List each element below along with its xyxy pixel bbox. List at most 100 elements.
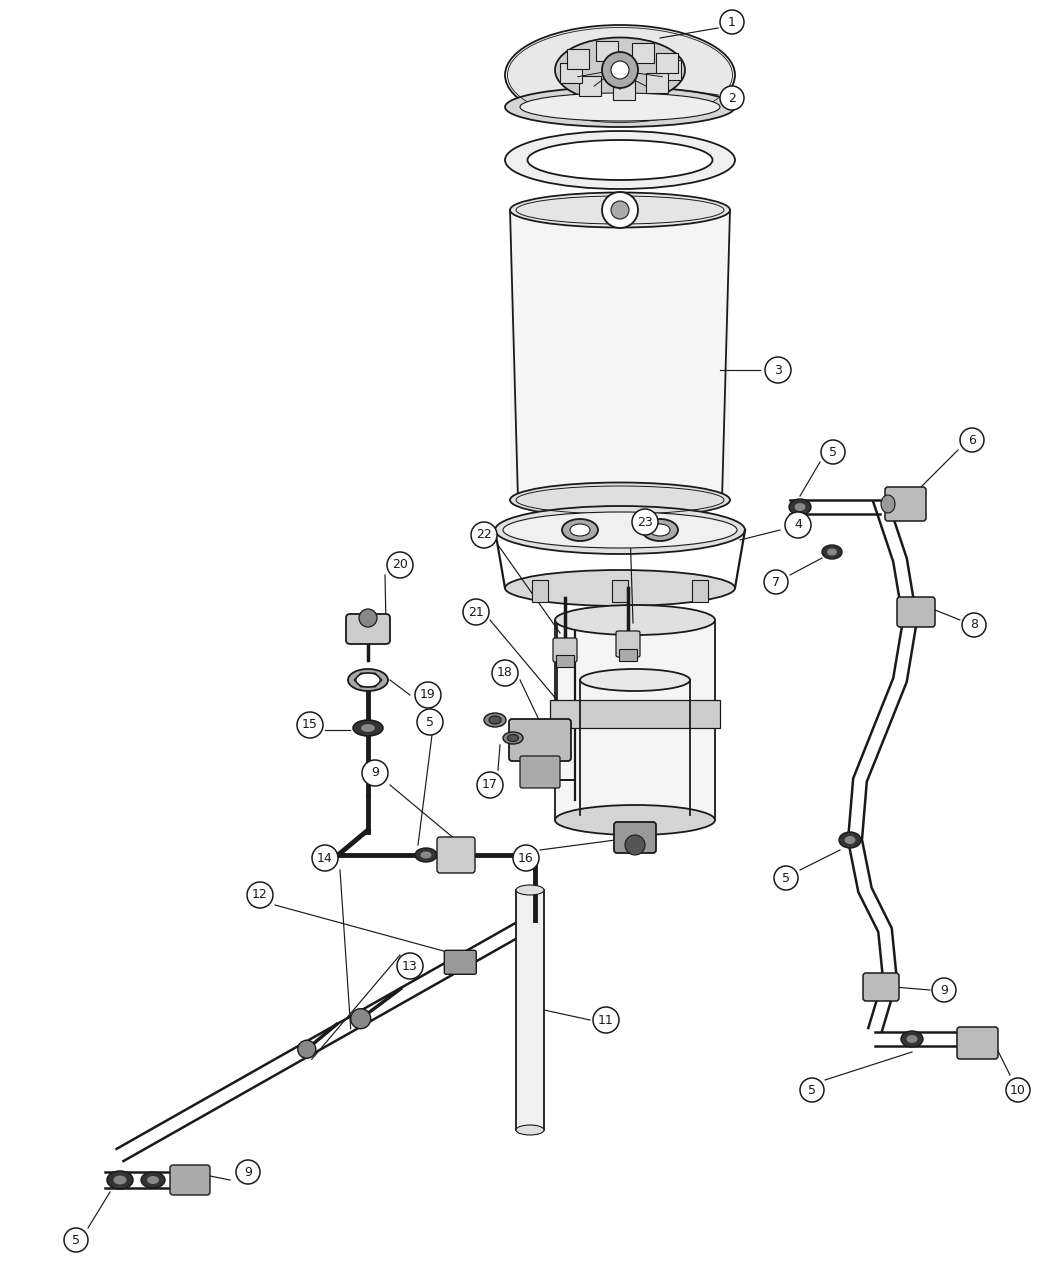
Ellipse shape <box>484 713 506 727</box>
Ellipse shape <box>113 1176 126 1184</box>
Ellipse shape <box>415 848 437 862</box>
Text: 2: 2 <box>728 92 736 105</box>
Ellipse shape <box>580 669 690 691</box>
Text: 17: 17 <box>482 779 498 792</box>
Text: 13: 13 <box>402 960 418 973</box>
FancyBboxPatch shape <box>616 631 640 657</box>
Circle shape <box>387 552 413 578</box>
Circle shape <box>602 52 638 88</box>
Text: 11: 11 <box>598 1014 614 1026</box>
Circle shape <box>1006 1077 1030 1102</box>
Ellipse shape <box>505 570 735 606</box>
Ellipse shape <box>356 673 380 687</box>
Ellipse shape <box>503 513 737 548</box>
Text: 18: 18 <box>497 667 513 680</box>
Circle shape <box>312 845 338 871</box>
Bar <box>532 580 548 602</box>
Text: 1: 1 <box>728 15 736 28</box>
Circle shape <box>932 978 956 1002</box>
Circle shape <box>785 513 811 538</box>
Circle shape <box>64 1228 88 1252</box>
Text: 19: 19 <box>420 688 436 701</box>
Circle shape <box>236 1160 260 1184</box>
Circle shape <box>397 952 423 979</box>
Ellipse shape <box>555 37 685 102</box>
Circle shape <box>821 440 845 464</box>
Bar <box>550 700 720 728</box>
Ellipse shape <box>650 524 670 536</box>
FancyBboxPatch shape <box>596 41 618 61</box>
Circle shape <box>298 1040 316 1058</box>
Circle shape <box>359 609 377 627</box>
Text: 14: 14 <box>317 852 333 864</box>
FancyBboxPatch shape <box>613 79 635 99</box>
Text: 9: 9 <box>244 1165 252 1178</box>
FancyBboxPatch shape <box>579 75 601 96</box>
Text: 20: 20 <box>392 558 408 571</box>
Circle shape <box>362 760 388 785</box>
Ellipse shape <box>510 193 730 227</box>
Ellipse shape <box>901 1031 923 1047</box>
Circle shape <box>602 193 638 228</box>
Circle shape <box>764 570 788 594</box>
Ellipse shape <box>505 87 735 128</box>
Text: 5: 5 <box>72 1233 80 1247</box>
Text: 15: 15 <box>302 719 318 732</box>
Circle shape <box>632 509 658 536</box>
Ellipse shape <box>839 833 861 848</box>
Ellipse shape <box>147 1176 159 1184</box>
Text: 6: 6 <box>968 434 975 446</box>
Ellipse shape <box>489 717 501 724</box>
Circle shape <box>765 357 791 382</box>
Text: 5: 5 <box>808 1084 816 1096</box>
Ellipse shape <box>795 504 805 511</box>
Text: 12: 12 <box>252 889 268 901</box>
FancyBboxPatch shape <box>863 973 899 1001</box>
Bar <box>692 580 708 602</box>
Circle shape <box>960 428 984 453</box>
Ellipse shape <box>844 836 856 844</box>
Circle shape <box>625 835 645 856</box>
Circle shape <box>962 613 986 638</box>
Text: 9: 9 <box>371 766 379 779</box>
FancyBboxPatch shape <box>346 615 390 644</box>
Ellipse shape <box>503 732 523 745</box>
Circle shape <box>720 85 744 110</box>
Text: 5: 5 <box>830 445 837 459</box>
Text: 16: 16 <box>518 852 533 864</box>
Circle shape <box>774 866 798 890</box>
Text: 10: 10 <box>1010 1084 1026 1096</box>
FancyBboxPatch shape <box>567 50 589 69</box>
Text: 21: 21 <box>468 606 484 618</box>
Ellipse shape <box>507 734 519 742</box>
Ellipse shape <box>570 524 590 536</box>
Ellipse shape <box>827 548 837 556</box>
FancyBboxPatch shape <box>659 60 681 80</box>
Text: 23: 23 <box>637 515 653 529</box>
FancyBboxPatch shape <box>632 42 654 62</box>
Circle shape <box>471 521 497 548</box>
Ellipse shape <box>516 1125 544 1135</box>
FancyBboxPatch shape <box>614 822 656 853</box>
Text: 7: 7 <box>772 575 780 589</box>
Circle shape <box>417 709 443 734</box>
FancyBboxPatch shape <box>656 54 678 73</box>
Ellipse shape <box>527 140 713 180</box>
FancyBboxPatch shape <box>520 756 560 788</box>
Text: 5: 5 <box>426 715 434 728</box>
Ellipse shape <box>361 724 375 732</box>
Ellipse shape <box>822 544 842 558</box>
Circle shape <box>463 599 489 625</box>
FancyBboxPatch shape <box>556 655 574 667</box>
Ellipse shape <box>906 1035 918 1043</box>
FancyBboxPatch shape <box>560 64 582 83</box>
Ellipse shape <box>353 720 383 736</box>
Circle shape <box>492 660 518 686</box>
FancyBboxPatch shape <box>646 73 668 93</box>
Ellipse shape <box>510 482 730 518</box>
Ellipse shape <box>420 852 432 858</box>
Ellipse shape <box>348 669 388 691</box>
Circle shape <box>297 711 323 738</box>
FancyBboxPatch shape <box>620 649 637 660</box>
FancyBboxPatch shape <box>444 950 477 974</box>
